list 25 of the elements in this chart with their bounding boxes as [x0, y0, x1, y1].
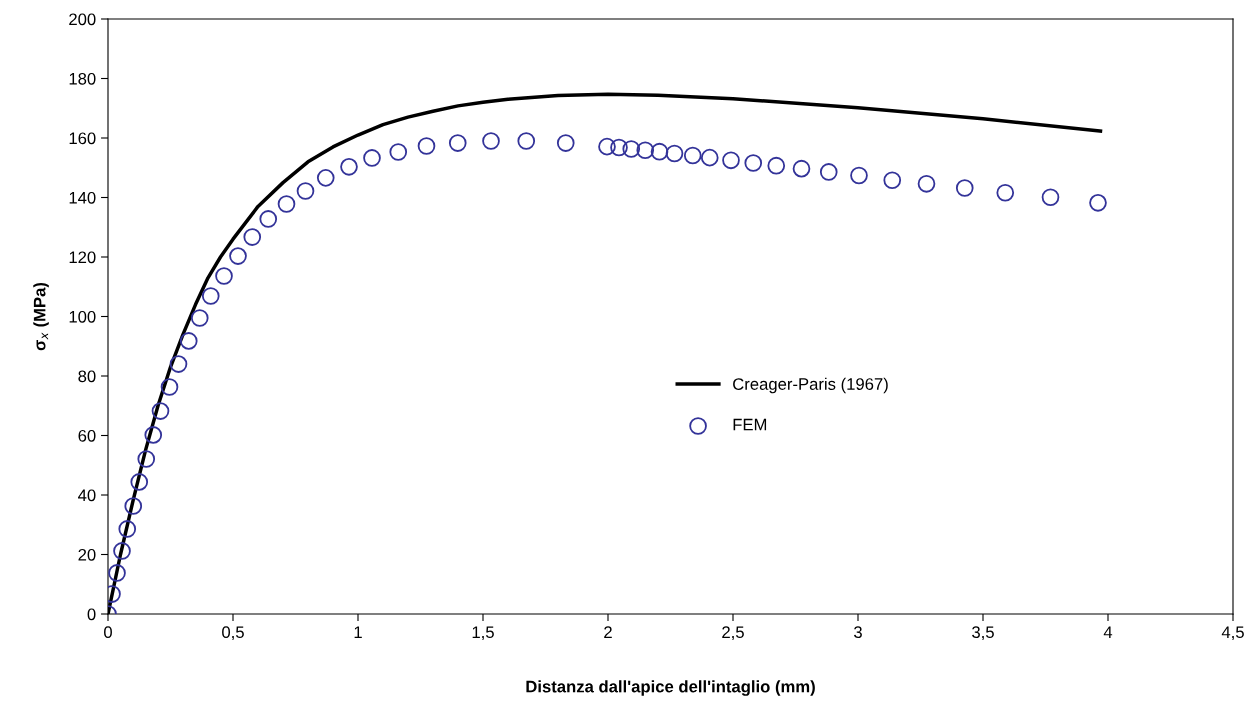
- legend-label: FEM: [733, 418, 767, 431]
- y-tick-label: 100: [69, 310, 96, 323]
- y-tick-label: 200: [69, 13, 96, 26]
- y-tick-label: 80: [78, 370, 96, 383]
- x-tick-label: 4,5: [1221, 626, 1244, 641]
- x-tick-label: 0: [104, 626, 112, 639]
- y-tick-label: 60: [78, 429, 96, 442]
- legend-label: Creager-Paris (1967): [733, 377, 888, 394]
- x-tick-label: 2: [604, 626, 612, 638]
- y-tick-label: 160: [69, 132, 96, 145]
- x-tick-label: 1: [354, 626, 362, 638]
- x-axis-title: Distanza dall'apice dell'intaglio (mm): [526, 680, 815, 696]
- y-tick-label: 20: [78, 548, 96, 561]
- x-tick-label: 3,5: [972, 626, 994, 641]
- x-tick-label: 0,5: [222, 626, 244, 641]
- y-tick-label: 140: [69, 191, 96, 204]
- y-tick-label: 40: [78, 489, 96, 502]
- x-tick-label: 4: [1103, 626, 1113, 638]
- x-tick-label: 3: [854, 626, 862, 639]
- y-axis-title: σ$_{x}$ (MPa): [33, 282, 49, 351]
- y-tick-label: 120: [69, 251, 96, 264]
- x-tick-label: 1,5: [472, 626, 494, 641]
- y-tick-label: 0: [87, 608, 96, 621]
- y-tick-label: 180: [69, 72, 96, 85]
- x-tick-label: 2,5: [722, 626, 744, 641]
